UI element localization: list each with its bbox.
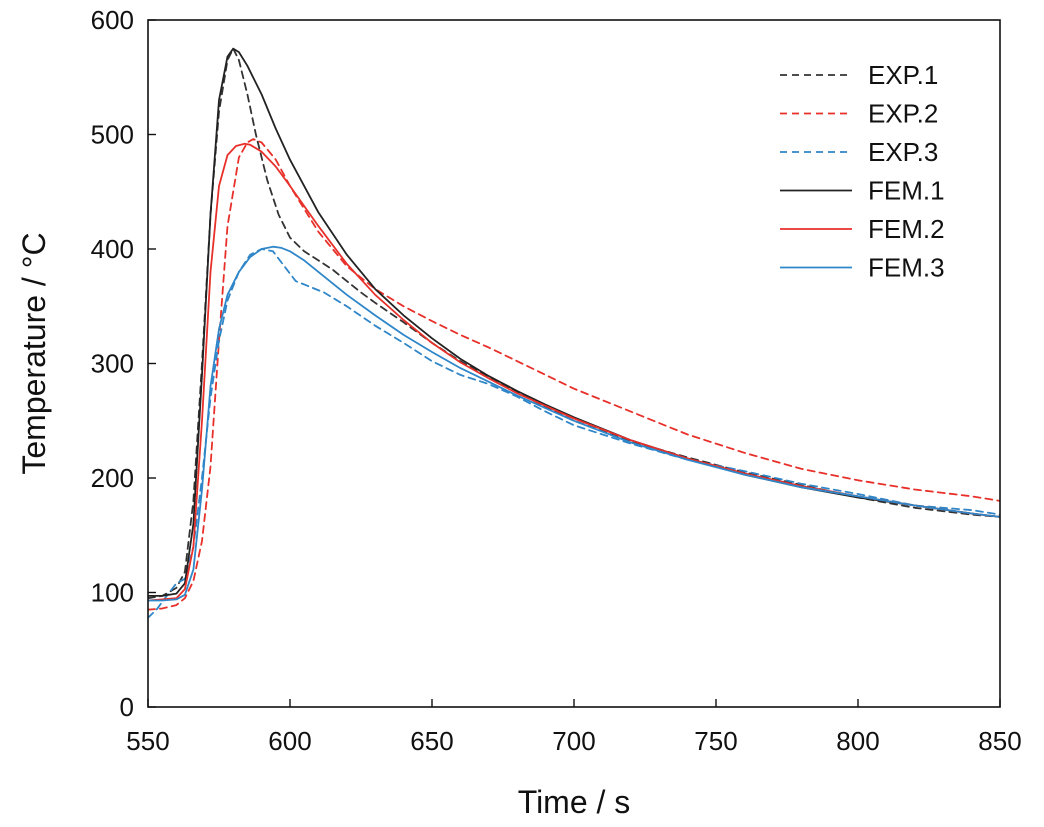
x-tick-label: 600 [268, 726, 311, 756]
y-tick-label: 400 [91, 234, 134, 264]
x-tick-label: 700 [552, 726, 595, 756]
legend-label: FEM.3 [868, 253, 945, 283]
series-line-fem-3 [148, 245, 1000, 602]
ticks-layer: 550 600 650 700 750 800 850 0 100 200 300 400 500 600 [91, 5, 1022, 756]
y-tick-label: 0 [120, 692, 134, 722]
series-line-exp-2 [148, 138, 1000, 611]
legend-label: FEM.2 [868, 214, 945, 244]
legend-label: EXP.3 [868, 137, 938, 167]
x-tick-label: 550 [126, 726, 169, 756]
series-layer [148, 47, 1000, 619]
y-tick-label: 500 [91, 120, 134, 150]
series-line-fem-1 [148, 47, 1000, 597]
series-line-exp-1 [148, 47, 1000, 600]
legend: EXP.1 EXP.2 EXP.3 FEM.1 FEM.2 FEM.3 [780, 60, 945, 283]
series-line-exp-3 [148, 248, 1000, 619]
y-tick-label: 300 [91, 349, 134, 379]
legend-label: EXP.2 [868, 99, 938, 129]
y-tick-label: 600 [91, 5, 134, 35]
y-axis-title: Temperature / °C [16, 232, 52, 474]
x-axis-title: Time / s [518, 784, 631, 820]
y-tick-label: 200 [91, 463, 134, 493]
x-tick-label: 750 [694, 726, 737, 756]
x-tick-label: 850 [978, 726, 1021, 756]
y-tick-label: 100 [91, 578, 134, 608]
legend-label: FEM.1 [868, 176, 945, 206]
x-tick-label: 650 [410, 726, 453, 756]
legend-label: EXP.1 [868, 60, 938, 90]
x-tick-label: 800 [836, 726, 879, 756]
series-line-fem-2 [148, 142, 1000, 602]
